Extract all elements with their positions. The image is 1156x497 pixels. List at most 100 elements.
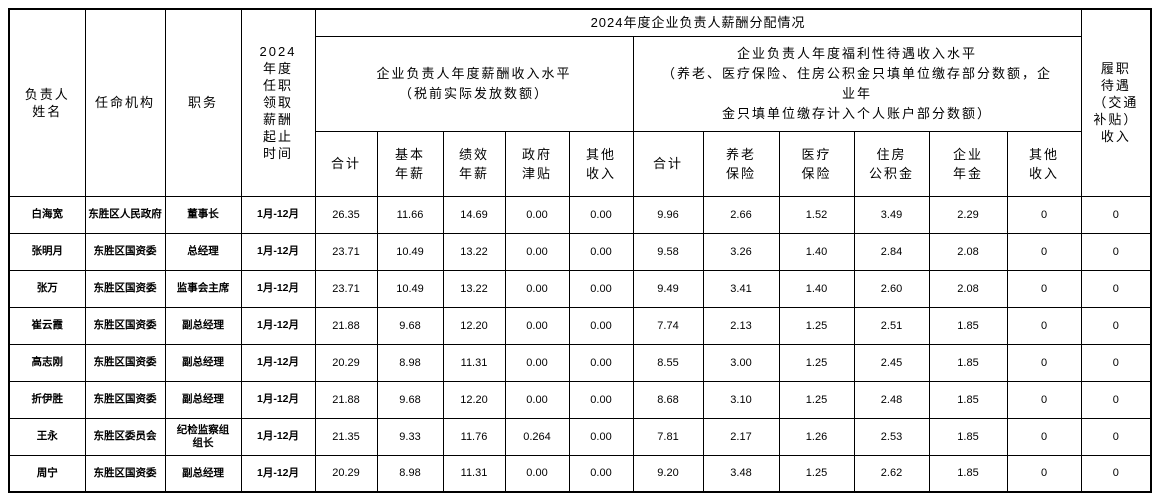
- table-cell: 王永: [8, 417, 86, 456]
- table-cell: 3.49: [853, 195, 930, 234]
- table-cell: 1月-12月: [240, 380, 316, 419]
- table-cell: 0: [1080, 195, 1152, 234]
- table-cell: 1.25: [778, 343, 855, 382]
- table-cell: 副总经理: [164, 306, 242, 345]
- table-cell: 0: [1080, 343, 1152, 382]
- table-cell: 1.25: [778, 454, 855, 493]
- table-cell: 10.49: [376, 269, 444, 308]
- table-cell: 东胜区国资委: [84, 232, 166, 271]
- table-cell: 1月-12月: [240, 454, 316, 493]
- table-body: 白海宽 东胜区人民政府 董事长 1月-12月 26.35 11.66 14.69 0.00 0.…: [8, 195, 1152, 493]
- header-row-2: 企业负责人年度薪酬收入水平 （税前实际发放数额） 企业负责人年度福利性待遇收入水…: [9, 35, 1151, 132]
- table-cell: 0.264: [504, 417, 570, 456]
- table-cell: 纪检监察组 组长: [164, 417, 242, 456]
- table-cell: 2.08: [928, 232, 1008, 271]
- table-cell: 董事长: [164, 195, 242, 234]
- table-row: 白海宽 东胜区人民政府 董事长 1月-12月 26.35 11.66 14.69 0.00 0.…: [8, 195, 1152, 234]
- col-header-agency: 任命机构: [84, 8, 166, 197]
- table-cell: 1月-12月: [240, 343, 316, 382]
- table-cell: 0.00: [568, 454, 634, 493]
- col-header-period: 2024 年度 任职 领取 薪酬 起止 时间: [240, 8, 316, 197]
- table-cell: 23.71: [314, 232, 378, 271]
- table-cell: 1.26: [778, 417, 855, 456]
- table-cell: 23.71: [314, 269, 378, 308]
- group-header-salary: 企业负责人年度薪酬收入水平 （税前实际发放数额）: [314, 35, 634, 132]
- table-cell: 1.85: [928, 417, 1008, 456]
- col-header-duty-allowance: 履职 待遇 （交通 补贴） 收入: [1080, 8, 1152, 197]
- table-cell: 0: [1080, 232, 1152, 271]
- table-cell: 3.41: [702, 269, 780, 308]
- table-cell: 1月-12月: [240, 306, 316, 345]
- table-cell: 13.22: [442, 269, 506, 308]
- table-cell: 3.10: [702, 380, 780, 419]
- table-cell: 10.49: [376, 232, 444, 271]
- table-cell: 21.88: [314, 306, 378, 345]
- table-cell: 0: [1080, 454, 1152, 493]
- table-cell: 0.00: [504, 195, 570, 234]
- table-cell: 副总经理: [164, 343, 242, 382]
- salary-table: 负责人 姓名 任命机构 职务 2024 年度 任职 领取 薪酬 起止 时间 20…: [8, 8, 1153, 493]
- col-header-performance-salary: 绩效 年薪: [442, 130, 506, 197]
- table-cell: 0.00: [504, 232, 570, 271]
- table-cell: 1.40: [778, 269, 855, 308]
- table-cell: 高志刚: [8, 343, 86, 382]
- table-cell: 1月-12月: [240, 269, 316, 308]
- header-span-title: 2024年度企业负责人薪酬分配情况: [314, 8, 1082, 37]
- col-header-welfare-total: 合计: [632, 130, 704, 197]
- table-cell: 2.66: [702, 195, 780, 234]
- table-cell: 副总经理: [164, 380, 242, 419]
- table-cell: 0.00: [568, 343, 634, 382]
- col-header-name: 负责人 姓名: [8, 8, 86, 197]
- table-cell: 8.98: [376, 343, 444, 382]
- table-cell: 0: [1006, 454, 1082, 493]
- col-header-salary-total: 合计: [314, 130, 378, 197]
- table-cell: 7.74: [632, 306, 704, 345]
- table-cell: 1.25: [778, 306, 855, 345]
- table-cell: 折伊胜: [8, 380, 86, 419]
- table-cell: 东胜区国资委: [84, 454, 166, 493]
- table-cell: 20.29: [314, 454, 378, 493]
- col-header-gov-allowance: 政府 津贴: [504, 130, 570, 197]
- table-cell: 1.52: [778, 195, 855, 234]
- table-cell: 0: [1006, 306, 1082, 345]
- table-cell: 东胜区国资委: [84, 380, 166, 419]
- table-row: 折伊胜 东胜区国资委 副总经理 1月-12月 21.88 9.68 12.20 0.00 0.0…: [8, 380, 1152, 419]
- col-header-position: 职务: [164, 8, 242, 197]
- table-cell: 张明月: [8, 232, 86, 271]
- table-cell: 9.58: [632, 232, 704, 271]
- table-cell: 0.00: [568, 269, 634, 308]
- table-cell: 2.17: [702, 417, 780, 456]
- table-cell: 总经理: [164, 232, 242, 271]
- table-row: 王永 东胜区委员会 纪检监察组 组长 1月-12月 21.35 9.33 11.76 0.26…: [8, 417, 1152, 456]
- table-cell: 1月-12月: [240, 417, 316, 456]
- table-cell: 2.08: [928, 269, 1008, 308]
- col-header-other-income-1: 其他 收入: [568, 130, 634, 197]
- table-cell: 13.22: [442, 232, 506, 271]
- table-cell: 0.00: [504, 306, 570, 345]
- table-cell: 东胜区人民政府: [84, 195, 166, 234]
- table-cell: 9.68: [376, 380, 444, 419]
- table-cell: 9.96: [632, 195, 704, 234]
- table-cell: 0: [1006, 269, 1082, 308]
- table-cell: 11.66: [376, 195, 444, 234]
- table-cell: 8.55: [632, 343, 704, 382]
- table-cell: 3.00: [702, 343, 780, 382]
- table-cell: 0.00: [504, 343, 570, 382]
- table-cell: 21.88: [314, 380, 378, 419]
- table-cell: 2.62: [853, 454, 930, 493]
- table-cell: 9.20: [632, 454, 704, 493]
- table-cell: 0.00: [504, 380, 570, 419]
- table-cell: 周宁: [8, 454, 86, 493]
- table-row: 崔云霞 东胜区国资委 副总经理 1月-12月 21.88 9.68 12.20 0.00 0.0…: [8, 306, 1152, 345]
- table-cell: 8.98: [376, 454, 444, 493]
- table-row: 张万 东胜区国资委 监事会主席 1月-12月 23.71 10.49 13.22 0.00 0.…: [8, 269, 1152, 308]
- table-cell: 0: [1080, 269, 1152, 308]
- table-cell: 1.40: [778, 232, 855, 271]
- table-row: 张明月 东胜区国资委 总经理 1月-12月 23.71 10.49 13.22 0.00 0.0…: [8, 232, 1152, 271]
- table-cell: 东胜区委员会: [84, 417, 166, 456]
- table-cell: 东胜区国资委: [84, 269, 166, 308]
- table-cell: 12.20: [442, 380, 506, 419]
- table-cell: 9.33: [376, 417, 444, 456]
- table-cell: 1.85: [928, 343, 1008, 382]
